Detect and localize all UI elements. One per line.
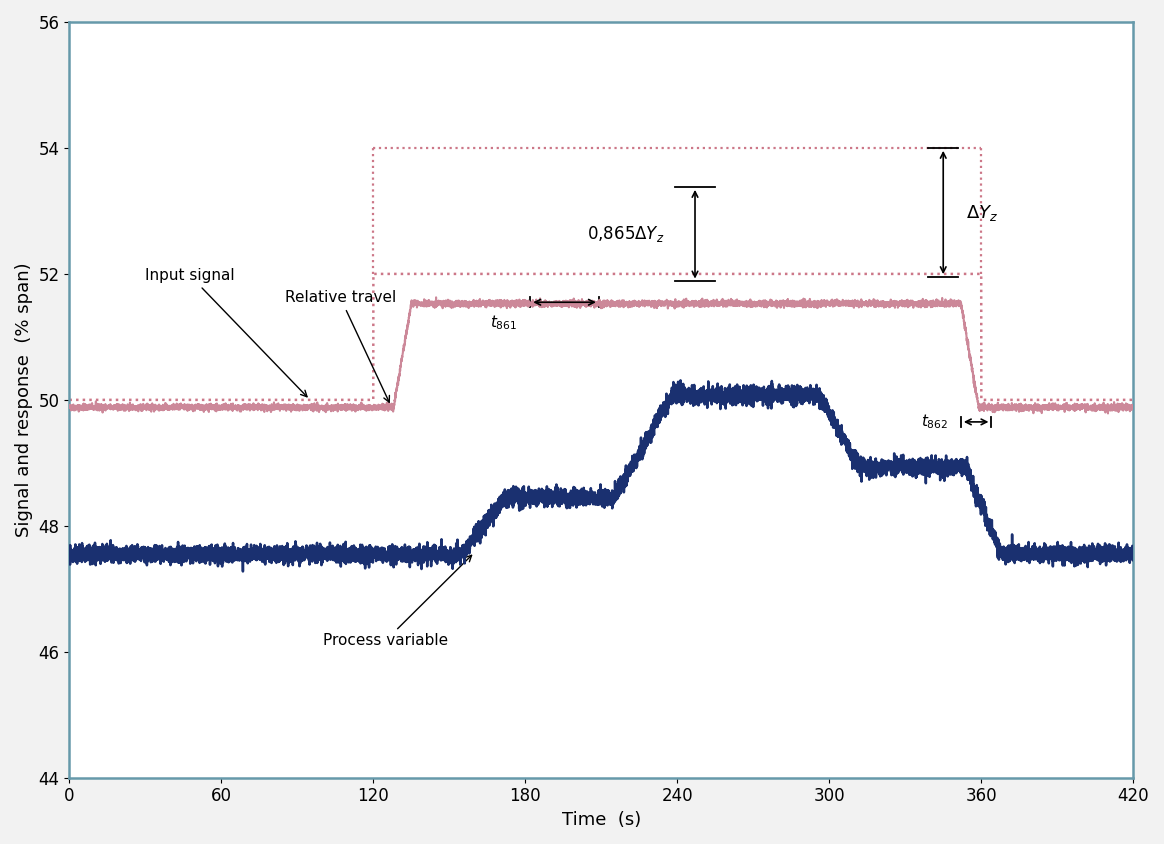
Text: $t_{861}$: $t_{861}$ xyxy=(490,314,518,333)
Text: $t_{862}$: $t_{862}$ xyxy=(921,413,949,431)
Text: Process variable: Process variable xyxy=(322,555,471,648)
Text: $0{,}865\Delta Y_z$: $0{,}865\Delta Y_z$ xyxy=(587,225,665,244)
Text: $\Delta Y_z$: $\Delta Y_z$ xyxy=(966,203,999,223)
X-axis label: Time  (s): Time (s) xyxy=(562,811,641,829)
Text: Input signal: Input signal xyxy=(146,268,307,397)
Text: Relative travel: Relative travel xyxy=(285,290,396,403)
Y-axis label: Signal and response  (% span): Signal and response (% span) xyxy=(15,262,33,537)
